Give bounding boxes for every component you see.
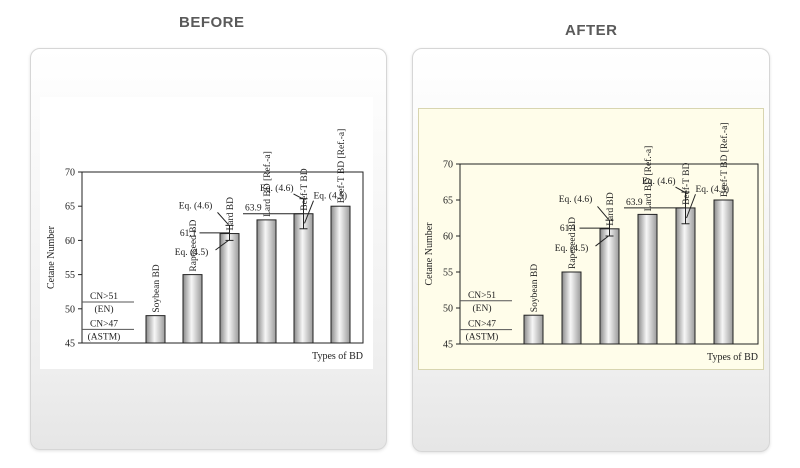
- after-panel: 45 50 55 60 65 70 Cetane Number Types of BD Soyb…: [412, 48, 770, 452]
- bar-beef-t-bd-ref-a: [330, 205, 351, 344]
- lard-eq45-label: Eq. (4.5): [175, 247, 209, 258]
- lard-eq46-leader: [217, 212, 229, 226]
- x-axis-title: Types of BD: [312, 351, 363, 362]
- ref-sub-astm: (ASTM): [466, 332, 499, 343]
- category-label-rapeseed-bd: Rapeseed BD: [568, 217, 578, 269]
- category-label-beef-t-bd-ref-a: Beef-T BD [Ref.-a]: [336, 129, 347, 203]
- y-tick-label-60: 60: [443, 232, 453, 243]
- ref-sub-astm: (ASTM): [88, 331, 121, 342]
- y-tick-label-55: 55: [443, 268, 453, 279]
- x-axis-title: Types of BD: [707, 352, 758, 363]
- category-label-rapeseed-bd: Rapeseed BD: [189, 219, 199, 271]
- category-label-soybean-bd: Soybean BD: [530, 264, 540, 312]
- bar-lard-bd: [599, 228, 620, 345]
- y-tick-label-45: 45: [65, 339, 75, 350]
- category-label-lard-bd-ref-a: Lard BD [Ref.-a]: [262, 151, 273, 217]
- y-tick-label-55: 55: [65, 270, 75, 281]
- lard-eq45-label: Eq. (4.5): [555, 243, 589, 254]
- bar-lard-bd-ref-a: [256, 219, 277, 344]
- lard-eq45-leader: [215, 239, 229, 251]
- y-tick-label-70: 70: [65, 168, 75, 179]
- beef-value-label: 63.9: [626, 198, 643, 208]
- beef-eq46-label: Eq. (4.6): [260, 183, 294, 194]
- lard-eq45-leader: [595, 235, 609, 247]
- before-heading: BEFORE: [179, 14, 245, 31]
- y-tick-label-50: 50: [443, 304, 453, 315]
- ref-sub-en: (EN): [95, 304, 114, 315]
- after-chart: 45 50 55 60 65 70 Cetane Number Types of BD Soyb…: [418, 108, 764, 370]
- beef-eq45-label: Eq. (4.5): [696, 184, 730, 195]
- y-tick-label-65: 65: [443, 196, 453, 207]
- y-axis-title: Cetane Number: [46, 225, 57, 289]
- y-tick-label-60: 60: [65, 236, 75, 247]
- category-label-lard-bd-ref-a: Lard BD [Ref.-a]: [643, 146, 654, 212]
- bar-rapeseed-bd: [561, 271, 582, 345]
- ref-label-en: CN>51: [468, 291, 496, 301]
- before-panel: 45 50 55 60 65 70 Cetane Number Types of BD Soyb…: [30, 48, 387, 450]
- lard-value-label: 61.1: [180, 229, 197, 239]
- bar-soybean-bd: [523, 314, 544, 345]
- beef-value-label: 63.9: [245, 204, 262, 214]
- ref-sub-en: (EN): [473, 303, 492, 314]
- category-label-lard-bd: Lard BD: [226, 197, 236, 231]
- beef-eq46-leader: [675, 186, 685, 193]
- y-tick-label-45: 45: [443, 340, 453, 351]
- lard-eq46-label: Eq. (4.6): [179, 200, 213, 211]
- after-chart-svg: 45 50 55 60 65 70 Cetane Number Types of BD Soyb…: [424, 123, 759, 363]
- after-heading: AFTER: [565, 22, 618, 39]
- ref-label-astm: CN>47: [468, 320, 496, 330]
- beef-eq46-leader: [293, 193, 303, 200]
- bar-soybean-bd: [145, 315, 166, 344]
- ref-label-astm: CN>47: [90, 319, 118, 329]
- category-label-beef-t-bd: Beef-T BD: [681, 162, 692, 204]
- lard-eq46-leader: [597, 206, 609, 220]
- before-chart: 45 50 55 60 65 70 Cetane Number Types of BD Soyb…: [40, 97, 373, 369]
- y-tick-label-70: 70: [443, 160, 453, 171]
- y-axis-title: Cetane Number: [424, 222, 435, 286]
- lard-value-label: 61.1: [560, 224, 577, 234]
- bar-beef-t-bd: [293, 213, 314, 344]
- category-label-lard-bd: Lard BD: [606, 192, 616, 226]
- category-label-beef-t-bd-ref-a: Beef-T BD [Ref.-a]: [719, 123, 730, 197]
- before-chart-svg: 45 50 55 60 65 70 Cetane Number Types of BD Soyb…: [46, 129, 364, 362]
- beef-eq45-leader: [304, 200, 314, 224]
- category-label-soybean-bd: Soybean BD: [152, 264, 162, 312]
- bar-beef-t-bd-ref-a: [713, 199, 734, 345]
- bar-beef-t-bd: [675, 207, 696, 345]
- beef-eq45-leader: [686, 194, 696, 219]
- y-tick-label-50: 50: [65, 304, 75, 315]
- beef-eq45-label: Eq. (4.5): [314, 191, 348, 202]
- bar-rapeseed-bd: [182, 274, 203, 344]
- bar-lard-bd: [219, 233, 240, 344]
- bar-lard-bd-ref-a: [637, 213, 658, 345]
- ref-label-en: CN>51: [90, 292, 118, 302]
- lard-eq46-label: Eq. (4.6): [559, 194, 593, 205]
- category-label-beef-t-bd: Beef-T BD: [299, 168, 310, 210]
- beef-eq46-label: Eq. (4.6): [642, 176, 676, 187]
- y-tick-label-65: 65: [65, 202, 75, 213]
